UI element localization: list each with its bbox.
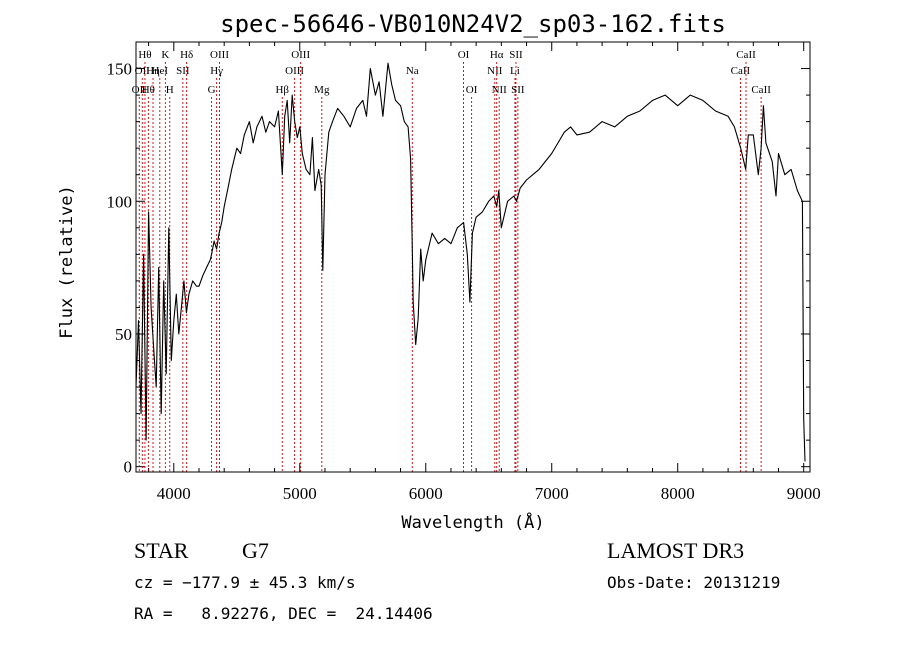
x-tick-label: 7000 [535, 484, 569, 503]
line-label: CaII [751, 84, 771, 96]
line-label: OIII [210, 49, 229, 61]
line-label: Li [510, 65, 520, 77]
chart-title: spec-56646-VB010N24V2_sp03-162.fits [220, 10, 726, 38]
line-label: Hθ [142, 84, 155, 96]
line-label: Hθ [138, 49, 151, 61]
line-label: Hβ [275, 84, 289, 96]
line-label: Hη [146, 65, 160, 77]
line-label: OI [466, 84, 478, 96]
line-label: Hα [490, 49, 504, 61]
x-tick-label: 9000 [787, 484, 821, 503]
y-tick-label: 100 [107, 192, 133, 211]
ra-dec: RA = 8.92276, DEC = 24.14406 [134, 604, 433, 623]
object-subclass: G7 [242, 538, 269, 563]
redshift-cz: cz = −177.9 ± 45.3 km/s [134, 573, 356, 592]
object-class: STAR [134, 538, 189, 563]
line-label: Hγ [210, 65, 223, 77]
x-axis-label: Wavelength (Å) [401, 511, 544, 533]
line-label: NII [487, 65, 503, 77]
spectrum-line [135, 62, 806, 462]
survey-name: LAMOST DR3 [607, 538, 745, 563]
x-tick-label: 8000 [661, 484, 695, 503]
y-tick-label: 50 [115, 325, 132, 344]
line-label: NII [492, 84, 508, 96]
line-label: CaII [736, 49, 756, 61]
line-label: Na [406, 65, 419, 77]
line-label: Hδ [180, 49, 193, 61]
line-label: SII [176, 65, 190, 77]
line-label: Mg [314, 84, 330, 96]
line-label: OIII [291, 49, 310, 61]
y-tick-label: 150 [107, 60, 133, 79]
line-label: SII [511, 84, 525, 96]
line-label: H [166, 84, 174, 96]
line-label: SII [509, 49, 523, 61]
line-label: CaII [731, 65, 751, 77]
line-label: OII [135, 65, 151, 77]
plot-frame [135, 41, 811, 473]
line-label: K [161, 49, 169, 61]
x-tick-label: 6000 [409, 484, 443, 503]
y-axis-label: Flux (relative) [57, 185, 77, 339]
line-label: HeI [152, 65, 169, 77]
line-label: G [208, 84, 216, 96]
y-tick-label: 0 [124, 458, 133, 477]
obs-date: Obs-Date: 20131219 [607, 573, 781, 592]
line-label: OIII [285, 65, 304, 77]
x-tick-label: 4000 [157, 484, 191, 503]
x-tick-label: 5000 [283, 484, 317, 503]
line-label: OI [458, 49, 470, 61]
